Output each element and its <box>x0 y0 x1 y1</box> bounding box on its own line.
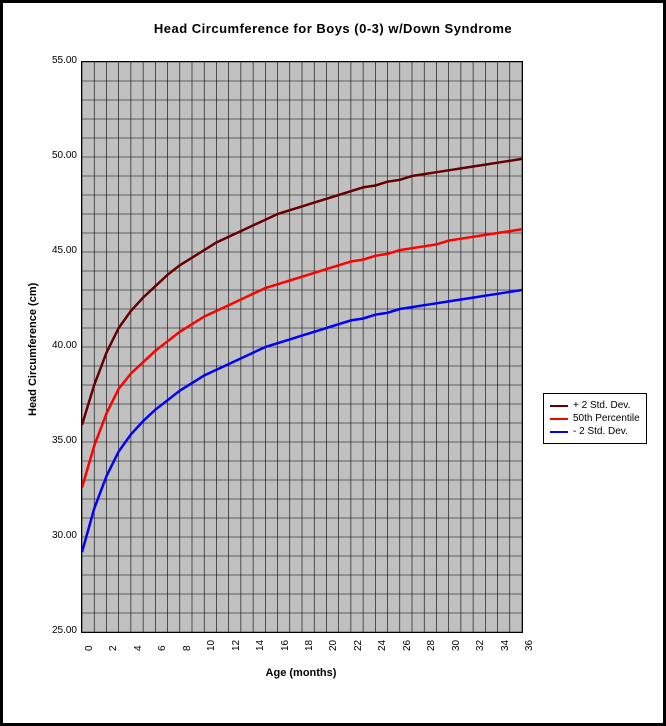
y-tick-label: 55.00 <box>41 55 77 66</box>
x-tick-label: 28 <box>426 640 437 651</box>
x-tick-label: 22 <box>353 640 364 651</box>
x-tick-label: 0 <box>84 645 95 651</box>
chart-container: Head Circumference for Boys (0-3) w/Down… <box>0 0 666 726</box>
plot-area <box>81 61 523 633</box>
chart-title: Head Circumference for Boys (0-3) w/Down… <box>3 21 663 36</box>
x-tick-label: 18 <box>304 640 315 651</box>
y-tick-label: 45.00 <box>41 245 77 256</box>
x-tick-label: 4 <box>133 645 144 651</box>
x-axis-label: Age (months) <box>81 667 521 679</box>
x-tick-label: 14 <box>255 640 266 651</box>
x-tick-label: 36 <box>524 640 535 651</box>
x-tick-label: 20 <box>328 640 339 651</box>
x-tick-label: 16 <box>280 640 291 651</box>
x-tick-label: 34 <box>500 640 511 651</box>
x-tick-label: 24 <box>377 640 388 651</box>
x-tick-label: 12 <box>231 640 242 651</box>
y-tick-label: 50.00 <box>41 150 77 161</box>
legend-item: - 2 Std. Dev. <box>550 426 640 437</box>
legend: + 2 Std. Dev. 50th Percentile - 2 Std. Dev… <box>543 393 647 444</box>
plot-svg <box>82 62 522 632</box>
legend-item: + 2 Std. Dev. <box>550 400 640 411</box>
legend-item: 50th Percentile <box>550 413 640 424</box>
legend-swatch <box>550 431 568 433</box>
x-tick-label: 32 <box>475 640 486 651</box>
y-tick-label: 40.00 <box>41 340 77 351</box>
y-tick-label: 35.00 <box>41 435 77 446</box>
legend-label: - 2 Std. Dev. <box>573 426 628 437</box>
x-tick-label: 26 <box>402 640 413 651</box>
x-tick-label: 6 <box>157 645 168 651</box>
legend-swatch <box>550 418 568 420</box>
legend-label: + 2 Std. Dev. <box>573 400 630 411</box>
x-tick-label: 8 <box>182 645 193 651</box>
x-tick-label: 30 <box>451 640 462 651</box>
legend-label: 50th Percentile <box>573 413 640 424</box>
y-tick-label: 25.00 <box>41 625 77 636</box>
x-tick-label: 2 <box>108 645 119 651</box>
y-axis-label: Head Circumference (cm) <box>27 283 39 416</box>
y-tick-label: 30.00 <box>41 530 77 541</box>
legend-swatch <box>550 405 568 407</box>
x-tick-label: 10 <box>206 640 217 651</box>
